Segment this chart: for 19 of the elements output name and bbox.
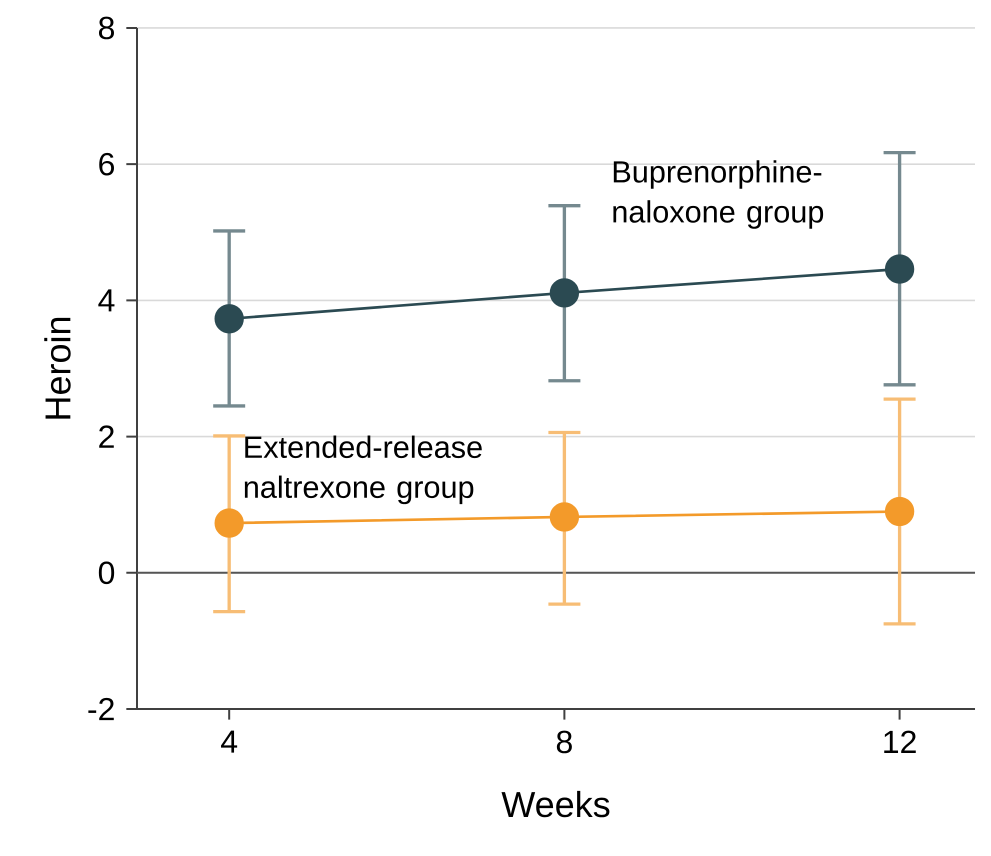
x-tick-label: 12 — [884, 730, 916, 753]
y-tick-label: 6 — [99, 152, 114, 176]
y-tick-label: 0 — [98, 561, 114, 584]
point — [550, 502, 580, 532]
point — [214, 508, 244, 538]
series-label: Buprenorphine-naloxone group — [613, 160, 824, 229]
point — [884, 496, 914, 526]
x-axis-title: Weeks — [501, 790, 610, 818]
x-tick-label: 8 — [556, 730, 572, 754]
y-tick-label: -2 — [88, 698, 114, 720]
point — [214, 304, 244, 334]
y-tick-label: 4 — [98, 289, 114, 312]
point — [884, 254, 914, 284]
y-tick-label: 8 — [98, 16, 114, 40]
y-tick-label: 2 — [99, 425, 114, 448]
series-label: Extended-release naltrexone group — [244, 436, 482, 504]
point — [550, 278, 580, 308]
y-axis-title: Heroin — [44, 318, 71, 419]
x-tick-label: 4 — [221, 730, 238, 753]
